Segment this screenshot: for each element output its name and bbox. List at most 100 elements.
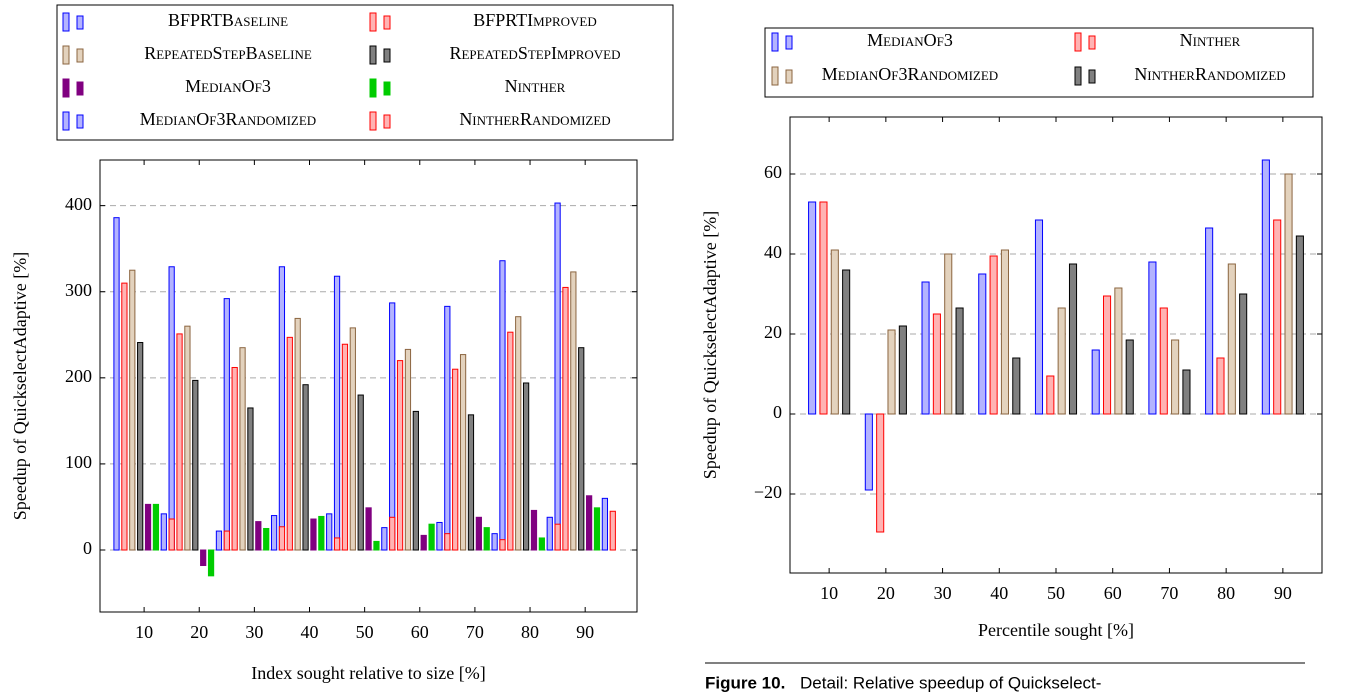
x-tick-label: 50 [356,622,374,642]
bar [444,533,451,551]
bar [326,513,333,551]
bar [475,516,482,551]
bar [1114,287,1123,415]
y-axis-label: Speedup of QuickselectAdaptive [%] [10,252,30,520]
bar [830,249,839,415]
legend-swatch [771,32,779,52]
bar [538,537,545,551]
caption-text: Detail: Relative speedup of Quickselect- [800,673,1101,692]
bar [129,269,136,551]
bar [578,347,585,551]
bar [1284,173,1293,415]
x-tick-label: 90 [1274,583,1292,603]
bar [507,331,514,551]
y-tick-label: −20 [754,482,782,502]
bar [137,342,144,551]
legend-label: BFPRTImproved [473,10,597,30]
legend-swatch [383,114,391,129]
bar [349,327,356,551]
bar [989,255,998,415]
bar [247,407,254,551]
bar [819,201,828,415]
bar [373,540,380,551]
legend-swatch [383,81,391,96]
x-tick-label: 30 [934,583,952,603]
bar [842,269,851,415]
bar [1295,235,1304,415]
bar [562,286,569,551]
bar [365,507,372,551]
legend-swatch [62,12,70,32]
plot-frame [789,116,1323,574]
bar [381,527,388,551]
legend-label: NintherRandomized [1134,64,1285,84]
bar [921,281,930,415]
bar [808,201,817,415]
legend-swatch [369,45,377,65]
bar [585,495,593,551]
y-tick-label: 0 [83,538,92,558]
legend-label: MedianOf3 [867,30,953,50]
bar [200,549,207,567]
bar [192,379,199,551]
bar [483,527,490,551]
bar [955,307,964,415]
bar [944,253,953,415]
legend-label: MedianOf3 [185,76,271,96]
legend-label: BFPRTBaseline [168,10,288,30]
legend-swatch [1074,66,1082,86]
bar [428,523,435,551]
bar [278,526,286,551]
bar [1034,219,1044,415]
legend-swatch [62,45,70,65]
legend-swatch [383,48,391,63]
legend-swatch [76,48,84,63]
bar [207,549,215,577]
legend-label: MedianOf3Randomized [140,109,316,129]
bar [357,394,364,551]
bar [1227,263,1236,415]
bar [302,384,309,551]
bar [333,537,341,551]
legend-swatch [785,69,793,84]
bar [467,414,475,551]
legend-swatch [62,111,70,131]
bar [570,271,577,551]
x-tick-label: 40 [990,583,1008,603]
bar [1057,307,1066,415]
plot-frame [99,159,638,613]
x-tick-label: 60 [411,622,429,642]
bar [144,503,152,551]
bar [223,530,230,551]
bar [444,305,451,551]
bar [223,298,230,551]
bar [554,523,561,551]
bar [310,518,317,551]
bar [231,366,238,551]
legend-swatch [785,35,793,50]
x-tick-label: 30 [245,622,263,642]
bar [499,260,506,551]
bar [898,325,907,415]
bar [593,507,601,551]
x-tick-label: 20 [190,622,208,642]
bar [215,530,223,551]
y-tick-label: 60 [764,162,782,182]
x-tick-label: 40 [301,622,319,642]
legend-label: NintherRandomized [459,109,610,129]
bar [876,413,885,533]
x-tick-label: 10 [820,583,838,603]
x-axis-label: Percentile sought [%] [978,620,1134,640]
bar [932,313,941,415]
x-tick-label: 80 [1217,583,1235,603]
legend-swatch [369,111,377,131]
bar [1171,339,1180,415]
bar [1273,219,1282,415]
bar [1046,375,1055,415]
bar [239,347,246,551]
legend-swatch [76,15,84,30]
bar [318,515,325,551]
y-tick-label: 0 [773,402,782,422]
bar [452,368,459,551]
